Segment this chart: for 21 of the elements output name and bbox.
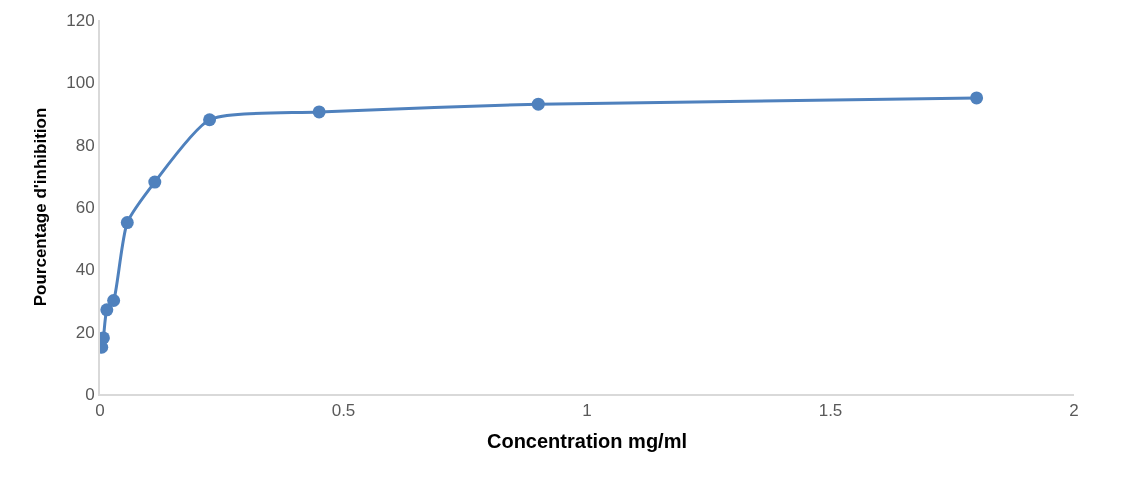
y-tick-label: 20 bbox=[75, 322, 95, 342]
point bbox=[148, 175, 162, 189]
y-tick-label: 40 bbox=[75, 260, 95, 280]
y-tick-label: 120 bbox=[66, 10, 95, 30]
x-tick-label: 2 bbox=[1069, 401, 1079, 421]
y-tick-label: 60 bbox=[75, 197, 95, 217]
point bbox=[203, 113, 217, 127]
y-tick-label: 100 bbox=[66, 73, 95, 93]
x-tick-label: 0.5 bbox=[331, 401, 356, 421]
y-axis-title: Pourcentage d'inhibition bbox=[31, 107, 51, 307]
point bbox=[100, 303, 114, 317]
point bbox=[107, 294, 121, 307]
y-tick-label: 0 bbox=[85, 384, 95, 404]
x-axis-title: Concentration mg/ml bbox=[486, 430, 688, 453]
point bbox=[120, 216, 134, 230]
point bbox=[970, 91, 984, 105]
x-tick-label: 1 bbox=[582, 401, 592, 421]
y-tick-label: 80 bbox=[75, 135, 95, 155]
x-tick-label: 1.5 bbox=[818, 401, 843, 421]
point bbox=[312, 105, 326, 119]
point bbox=[531, 97, 545, 111]
